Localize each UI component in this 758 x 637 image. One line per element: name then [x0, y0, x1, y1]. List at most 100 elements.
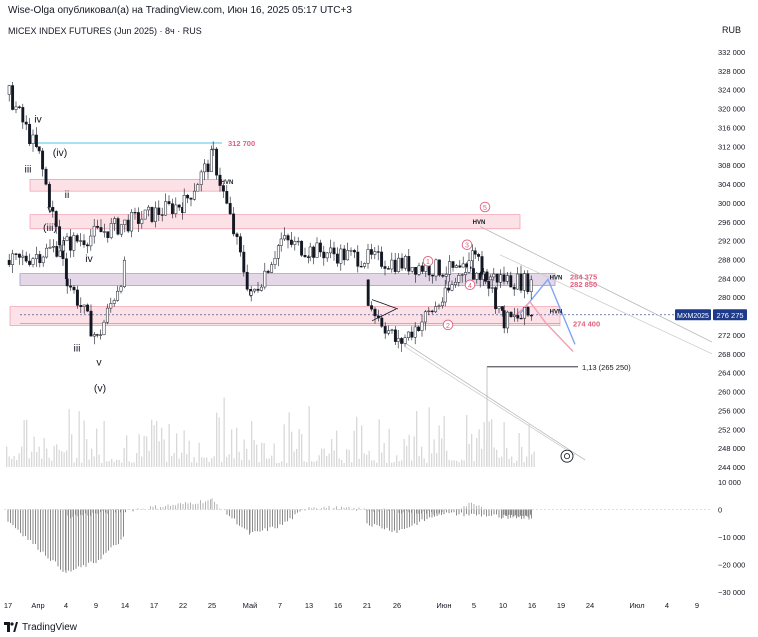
price-tick-label: 332 000 [718, 48, 745, 57]
volume-bar [321, 448, 323, 467]
volume-bar [251, 421, 253, 467]
candle-body [322, 251, 326, 259]
candle-body [447, 287, 451, 291]
volume-bar [358, 458, 360, 467]
volume-bar [411, 460, 413, 467]
volume-bar [493, 447, 495, 467]
volume-bar [171, 456, 173, 467]
price-tick-label: 260 000 [718, 388, 745, 397]
volume-bar [223, 397, 225, 467]
price-chart[interactable]: iv(iv)iiiiiv(iii)iiviiiv(v)HVNHVNHVNHVN5… [0, 0, 758, 612]
candle-body [470, 250, 474, 262]
volume-bar [401, 460, 403, 467]
volume-bar [141, 456, 143, 467]
price-tick-label: 324 000 [718, 86, 745, 95]
price-tick-label: 244 000 [718, 463, 745, 472]
candle-body [221, 185, 225, 192]
candle-body [96, 225, 100, 228]
wave-label: ii [65, 189, 70, 201]
volume-bar [301, 434, 303, 467]
candle-body [273, 257, 277, 265]
candle-body [396, 338, 400, 342]
candle-body [24, 255, 28, 262]
volume-bar [133, 462, 135, 467]
candle-body [289, 239, 293, 245]
volume-bar [278, 462, 280, 467]
hvn-label: HVN [221, 180, 234, 186]
candle-body [28, 260, 32, 265]
volume-bar [488, 421, 490, 467]
level-label: 282 850 [570, 280, 597, 289]
volume-bar [183, 430, 185, 467]
volume-bar [396, 455, 398, 467]
candle-body [85, 244, 89, 247]
level-label: 284 375 [570, 273, 597, 282]
candle-body [387, 330, 391, 334]
volume-bar [16, 459, 18, 467]
candle-body [454, 265, 458, 268]
volume-bar [231, 429, 233, 467]
candle-body [296, 240, 300, 243]
footer[interactable]: TradingView [4, 619, 77, 635]
volume-bar [158, 441, 160, 467]
volume-bar [261, 442, 263, 467]
candle-body [509, 311, 513, 317]
volume-bar [456, 460, 458, 467]
candle-body [440, 301, 444, 307]
candle-body [133, 212, 137, 214]
volume-bar [248, 459, 250, 467]
candle-body [529, 314, 533, 317]
volume-bar [523, 462, 525, 467]
volume-bar [161, 427, 163, 467]
time-tick-label: 17 [4, 601, 12, 610]
supply-demand-zone [9, 306, 561, 326]
candle-body [126, 219, 130, 232]
candle-body [72, 286, 76, 291]
candle-body [497, 306, 501, 310]
candle-body [303, 255, 307, 258]
candle-body [467, 260, 471, 273]
candle-body [58, 250, 62, 257]
volume-bar [128, 461, 130, 467]
time-tick-label: 16 [334, 601, 342, 610]
volume-bar [273, 443, 275, 467]
volume-bar [496, 449, 498, 467]
candle-body [249, 290, 253, 296]
volume-bar [33, 436, 35, 467]
price-tick-label: 272 000 [718, 331, 745, 340]
volume-bar [393, 462, 395, 467]
volume-bar [458, 462, 460, 467]
volume-bar [163, 439, 165, 467]
candle-body [140, 218, 144, 224]
candle-body [283, 235, 287, 240]
candle-body [116, 290, 120, 301]
symbol-title: MICEX INDEX FUTURES (Jun 2025) · 8ч · RU… [8, 26, 202, 36]
wave-count-circle [461, 239, 473, 250]
candle-body [37, 146, 41, 152]
volume-bar [46, 448, 48, 467]
volume-bar [343, 462, 345, 467]
candle-body [346, 250, 350, 261]
candle-body [24, 121, 28, 125]
candle-body [186, 194, 190, 199]
time-tick-label: Май [243, 601, 258, 610]
candle-body [106, 231, 110, 238]
candle-body [473, 250, 477, 255]
candle-body [380, 317, 384, 327]
volume-bar [448, 459, 450, 467]
volume-bar [288, 412, 290, 467]
time-tick-label: 4 [64, 601, 68, 610]
candle-body [55, 246, 59, 257]
volume-bar [511, 456, 513, 467]
volume-bar [86, 439, 88, 467]
volume-bar [501, 456, 503, 467]
volume-bar [58, 449, 60, 467]
candle-body [441, 274, 445, 277]
volume-bar [123, 448, 125, 467]
candle-body [157, 207, 161, 215]
volume-bar [438, 425, 440, 467]
volume-bar [526, 456, 528, 467]
candle-body [113, 218, 117, 224]
volume-bar [103, 420, 105, 467]
channel-upper-2 [499, 254, 713, 355]
